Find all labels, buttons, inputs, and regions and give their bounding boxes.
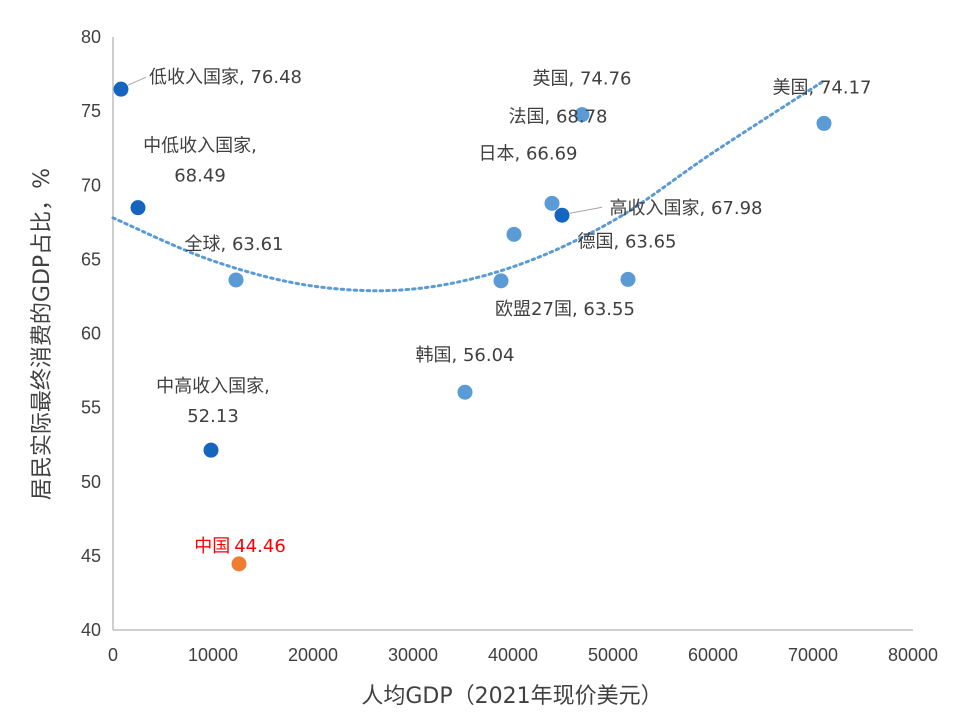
data-label-法国: 法国, 68.78 — [509, 106, 608, 127]
data-label-中高收入国家: 52.13 — [187, 406, 239, 427]
point-中国 — [231, 556, 247, 572]
point-高收入国家 — [554, 207, 570, 223]
data-label-德国: 德国, 63.65 — [578, 231, 677, 252]
data-label-英国: 英国, 74.76 — [533, 69, 632, 90]
point-美国 — [816, 115, 832, 131]
data-label-高收入国家: 高收入国家, 67.98 — [610, 198, 763, 219]
trendline — [111, 79, 825, 293]
point-中低收入国家 — [130, 200, 146, 216]
x-tick-label: 80000 — [888, 645, 938, 665]
point-日本 — [506, 226, 522, 242]
y-tick-label: 65 — [81, 249, 101, 269]
x-tick-label: 50000 — [588, 645, 638, 665]
data-label-日本: 日本, 66.69 — [479, 143, 578, 164]
point-全球 — [228, 272, 244, 288]
x-tick-label: 20000 — [288, 645, 338, 665]
point-韩国 — [457, 384, 473, 400]
data-label-低收入国家: 低收入国家, 76.48 — [149, 67, 302, 88]
data-label-全球: 全球, 63.61 — [185, 234, 284, 255]
point-德国 — [620, 271, 636, 287]
y-tick-label: 40 — [81, 620, 101, 640]
x-tick-label: 30000 — [388, 645, 438, 665]
data-label-韩国: 韩国, 56.04 — [416, 345, 515, 366]
y-tick-label: 75 — [81, 101, 101, 121]
x-tick-label: 40000 — [488, 645, 538, 665]
x-tick-label: 60000 — [688, 645, 738, 665]
x-tick-labels: 0 10000 20000 30000 40000 50000 60000 70000 8000… — [108, 645, 938, 665]
data-labels: 低收入国家, 76.48 中低收入国家, 68.49 全球, 63.61 中高收入国家,… — [127, 67, 872, 557]
y-tick-label: 60 — [81, 324, 101, 344]
leader-line — [569, 206, 603, 214]
x-axis-title: 人均GDP（2021年现价美元） — [361, 684, 662, 709]
data-label-中国: 中国 44.46 — [194, 536, 286, 557]
y-tick-label: 45 — [81, 546, 101, 566]
y-tick-label: 80 — [81, 27, 101, 47]
y-tick-labels: 40 45 50 55 60 65 70 75 80 — [81, 27, 101, 640]
point-中高收入国家 — [203, 442, 219, 458]
data-label-中低收入国家: 68.49 — [174, 166, 226, 187]
x-tick-label: 0 — [108, 645, 118, 665]
data-label-中高收入国家: 中高收入国家, — [156, 376, 270, 397]
axes — [112, 37, 913, 631]
y-tick-label: 50 — [81, 472, 101, 492]
point-法国 — [544, 195, 560, 211]
y-tick-label: 55 — [81, 398, 101, 418]
y-axis-title: 居民实际最终消费的GDP占比，% — [30, 168, 55, 500]
x-tick-label: 10000 — [188, 645, 238, 665]
x-tick-label: 70000 — [788, 645, 838, 665]
data-label-欧盟27国: 欧盟27国, 63.55 — [495, 299, 635, 320]
leader-line — [127, 76, 147, 86]
data-label-美国: 美国, 74.17 — [773, 77, 872, 98]
y-tick-label: 70 — [81, 175, 101, 195]
point-欧盟27国 — [493, 273, 509, 289]
data-points — [113, 81, 832, 572]
point-英国 — [574, 107, 590, 123]
data-label-中低收入国家: 中低收入国家, — [143, 136, 257, 157]
point-低收入国家 — [113, 81, 129, 97]
